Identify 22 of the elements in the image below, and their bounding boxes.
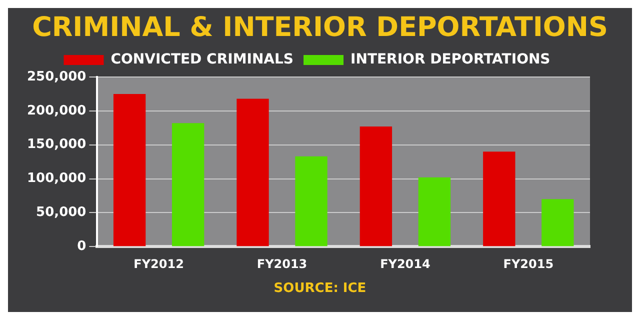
legend-label: CONVICTED CRIMINALS [110,52,294,68]
x-tick-label: FY2013 [256,256,308,271]
x-tick-label: FY2014 [380,256,430,271]
y-tick-label: 250,000 [26,69,86,84]
bar [113,94,146,246]
bar [418,177,451,246]
y-tick-label: 50,000 [36,205,86,220]
legend-label: INTERIOR DEPORTATIONS [350,52,550,68]
bar [172,123,204,246]
y-tick-label: 200,000 [26,103,86,118]
chart-title: CRIMINAL & INTERIOR DEPORTATIONS [32,12,608,43]
bar [360,126,392,246]
y-tick-label: 0 [77,238,86,254]
x-tick-label: FY2015 [503,256,554,271]
y-tick-label: 150,000 [26,137,86,152]
bar [542,199,574,246]
y-tick-label: 100,000 [26,171,86,186]
bar [483,152,516,246]
x-tick-label: FY2012 [134,256,184,271]
source-note: SOURCE: ICE [274,281,366,296]
bar [236,98,269,246]
bar [295,156,328,246]
